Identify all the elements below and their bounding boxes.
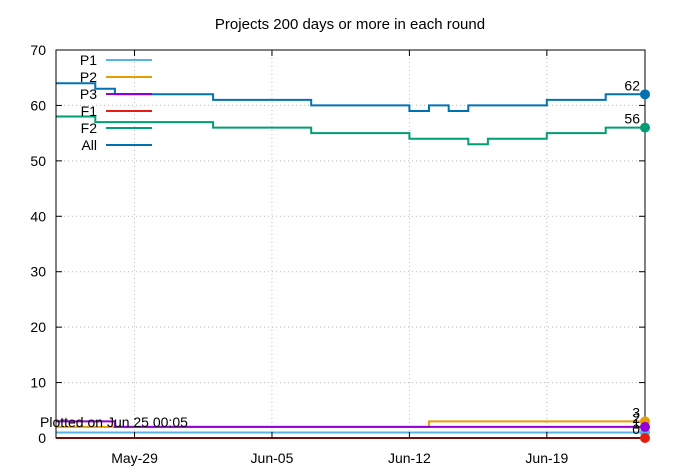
y-tick-label: 70 <box>30 42 46 58</box>
end-label-p3: 2 <box>632 410 640 426</box>
series-line-all <box>56 82 645 112</box>
end-label-f1: 0 <box>632 421 640 437</box>
end-marker-f2 <box>640 122 650 133</box>
x-tick-label: May-29 <box>111 450 158 466</box>
y-tick-label: 40 <box>30 208 46 224</box>
end-label-p2: 3 <box>632 404 640 420</box>
end-marker-f1 <box>640 433 650 443</box>
legend-label-p1: P1 <box>80 52 97 68</box>
y-tick-label: 20 <box>30 319 46 335</box>
legend-label-f2: F2 <box>81 120 98 136</box>
y-tick-label: 30 <box>30 264 46 280</box>
x-tick-label: Jun-12 <box>388 450 431 466</box>
end-label-all: 62 <box>624 77 640 93</box>
end-label-p1: 1 <box>632 415 640 431</box>
series-line-p3 <box>56 420 645 428</box>
end-label-f2: 56 <box>624 111 640 127</box>
legend-label-all: All <box>81 137 97 153</box>
chart-title: Projects 200 days or more in each round <box>215 16 485 33</box>
series-line-f2 <box>56 115 645 146</box>
plot-frame <box>55 49 646 439</box>
legend-label-p3: P3 <box>80 86 97 102</box>
x-tick-label: Jun-05 <box>251 450 294 466</box>
y-tick-label: 10 <box>30 375 46 391</box>
legend-label-p2: P2 <box>80 69 97 85</box>
x-tick-label: Jun-19 <box>525 450 568 466</box>
end-marker-all <box>640 89 650 100</box>
plotted-on-annotation: Plotted on Jun 25 00:05 <box>40 414 188 430</box>
grid <box>56 50 645 438</box>
end-marker-p3 <box>640 421 650 432</box>
y-tick-label: 60 <box>30 97 46 113</box>
legend-label-f1: F1 <box>81 103 98 119</box>
y-tick-label: 50 <box>30 153 46 169</box>
end-markers: 320 56 62 1 <box>624 77 650 443</box>
y-tick-label: 0 <box>38 430 46 446</box>
